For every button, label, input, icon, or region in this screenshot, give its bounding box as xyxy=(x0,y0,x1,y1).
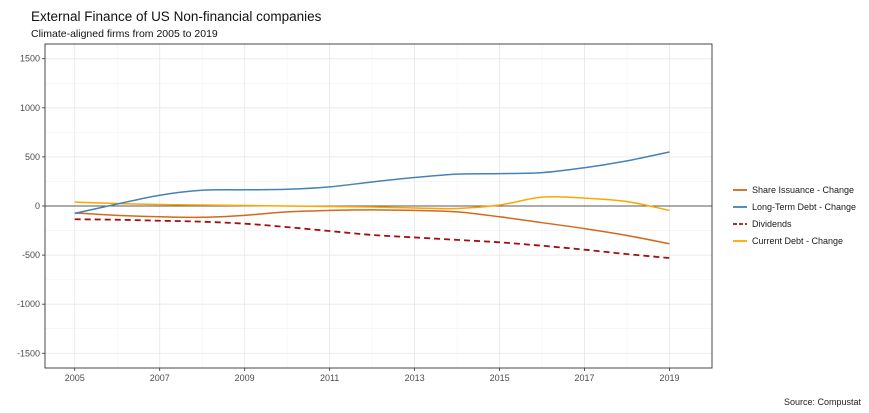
x-tick-label: 2011 xyxy=(320,373,339,383)
legend-label-share-issuance-change: Share Issuance - Change xyxy=(752,185,854,195)
series-line-long-term-debt-change xyxy=(74,151,670,215)
chart-caption: Source: Compustat xyxy=(783,397,861,407)
y-tick-label: 1500 xyxy=(20,54,40,64)
x-tick-label: 2017 xyxy=(575,373,595,383)
x-tick-label: 2019 xyxy=(660,373,680,383)
y-tick-label: 1000 xyxy=(20,103,40,113)
x-tick-label: 2015 xyxy=(490,373,510,383)
legend-label-long-term-debt-change: Long-Term Debt - Change xyxy=(752,202,856,212)
y-tick-label: -1500 xyxy=(17,348,40,358)
series-line-share-issuance-change xyxy=(74,209,670,245)
y-tick-label: -1000 xyxy=(17,299,40,309)
legend-label-current-debt-change: Current Debt - Change xyxy=(752,236,843,246)
x-tick-label: 2009 xyxy=(235,373,255,383)
legend-label-dividends: Dividends xyxy=(752,219,792,229)
x-tick-label: 2013 xyxy=(405,373,425,383)
series-line-current-debt-change xyxy=(74,195,670,212)
y-tick-label: 500 xyxy=(25,152,40,162)
x-tick-label: 2007 xyxy=(150,373,170,383)
chart-subtitle: Climate-aligned firms from 2005 to 2019 xyxy=(31,28,218,40)
x-tick-label: 2005 xyxy=(65,373,85,383)
chart-title: External Finance of US Non-financial com… xyxy=(31,9,322,24)
legend: Share Issuance - Change Long-Term Debt - … xyxy=(733,185,856,246)
y-tick-label: -500 xyxy=(22,250,40,260)
y-tick-label: 0 xyxy=(35,201,40,211)
